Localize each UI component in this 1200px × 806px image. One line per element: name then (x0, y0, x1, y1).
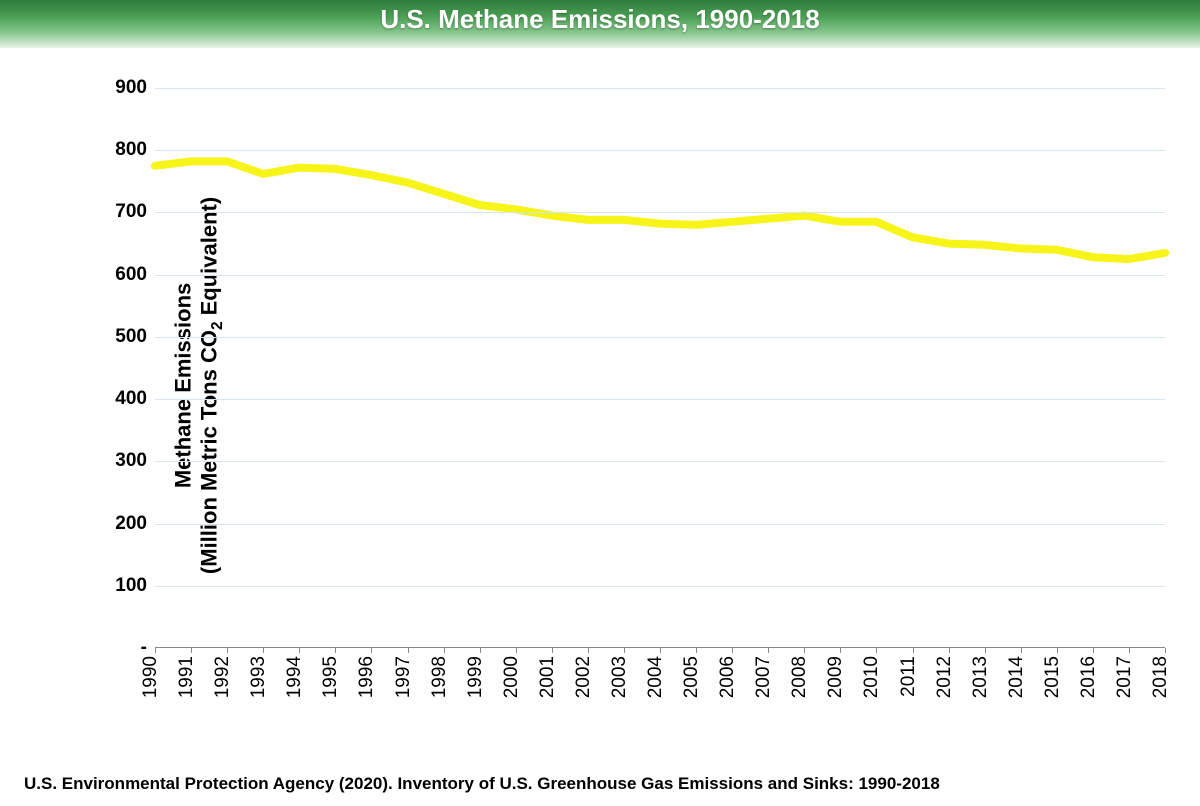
y-tick-label: 600 (87, 264, 147, 286)
x-tick-mark (480, 648, 481, 653)
y-tick-label: 700 (87, 201, 147, 223)
x-tick-label: 1992 (212, 656, 234, 698)
x-tick-label: 2003 (609, 656, 631, 698)
gridline (155, 586, 1165, 587)
x-tick-label: 2008 (789, 656, 811, 698)
gridline (155, 212, 1165, 213)
x-tick-mark (985, 648, 986, 653)
page-title: U.S. Methane Emissions, 1990-2018 (380, 4, 819, 35)
x-tick-label: 2013 (970, 656, 992, 698)
x-tick-label: 1990 (140, 656, 162, 698)
x-tick-label: 1991 (176, 656, 198, 698)
x-tick-label: 2014 (1006, 656, 1028, 698)
x-tick-mark (516, 648, 517, 653)
y-tick-label: - (87, 637, 147, 659)
y-tick-label: 500 (87, 326, 147, 348)
x-tick-label: 1998 (429, 656, 451, 698)
x-tick-mark (1129, 648, 1130, 653)
x-tick-mark (840, 648, 841, 653)
x-tick-label: 1999 (465, 656, 487, 698)
x-tick-label: 2012 (934, 656, 956, 698)
x-tick-mark (732, 648, 733, 653)
source-citation: U.S. Environmental Protection Agency (20… (24, 774, 940, 794)
gridline (155, 399, 1165, 400)
chart-container: Methane Emissions (Million Metric Tons C… (0, 48, 1200, 768)
x-tick-mark (624, 648, 625, 653)
gridline (155, 461, 1165, 462)
gridline (155, 524, 1165, 525)
gridline (155, 150, 1165, 151)
x-tick-label: 2004 (645, 656, 667, 698)
gridline (155, 88, 1165, 89)
x-tick-label: 2005 (681, 656, 703, 698)
x-tick-mark (227, 648, 228, 653)
x-tick-mark (696, 648, 697, 653)
data-line (155, 161, 1165, 259)
x-tick-mark (949, 648, 950, 653)
title-bar: U.S. Methane Emissions, 1990-2018 (0, 0, 1200, 48)
x-tick-label: 2018 (1150, 656, 1172, 698)
x-tick-mark (588, 648, 589, 653)
x-tick-label: 1993 (248, 656, 270, 698)
x-tick-label: 2015 (1042, 656, 1064, 698)
x-tick-mark (1093, 648, 1094, 653)
x-tick-label: 2010 (861, 656, 883, 698)
y-tick-label: 100 (87, 575, 147, 597)
x-tick-mark (660, 648, 661, 653)
x-tick-mark (371, 648, 372, 653)
line-chart-svg (155, 88, 1165, 648)
x-tick-mark (1165, 648, 1166, 653)
x-tick-label: 1996 (356, 656, 378, 698)
x-tick-label: 2016 (1078, 656, 1100, 698)
plot-area: -100200300400500600700800900199019911992… (155, 88, 1165, 648)
x-tick-label: 2017 (1114, 656, 1136, 698)
y-tick-label: 400 (87, 388, 147, 410)
x-tick-mark (876, 648, 877, 653)
x-tick-label: 1995 (320, 656, 342, 698)
x-tick-label: 1994 (284, 656, 306, 698)
x-tick-mark (1057, 648, 1058, 653)
y-tick-label: 300 (87, 450, 147, 472)
x-tick-mark (155, 648, 156, 653)
x-tick-label: 2007 (753, 656, 775, 698)
x-tick-mark (768, 648, 769, 653)
gridline (155, 337, 1165, 338)
x-tick-mark (263, 648, 264, 653)
y-tick-label: 200 (87, 513, 147, 535)
x-tick-mark (335, 648, 336, 653)
gridline (155, 275, 1165, 276)
x-tick-mark (913, 648, 914, 653)
x-tick-label: 2011 (898, 656, 920, 697)
x-tick-mark (299, 648, 300, 653)
x-tick-mark (552, 648, 553, 653)
x-tick-label: 2000 (501, 656, 523, 698)
x-tick-mark (444, 648, 445, 653)
y-tick-label: 800 (87, 139, 147, 161)
x-tick-label: 2001 (537, 656, 559, 698)
x-tick-label: 2009 (825, 656, 847, 698)
y-tick-label: 900 (87, 77, 147, 99)
x-tick-mark (1021, 648, 1022, 653)
x-tick-mark (408, 648, 409, 653)
x-tick-mark (804, 648, 805, 653)
x-tick-label: 1997 (393, 656, 415, 698)
x-tick-label: 2006 (717, 656, 739, 698)
x-tick-label: 2002 (573, 656, 595, 698)
x-tick-mark (191, 648, 192, 653)
